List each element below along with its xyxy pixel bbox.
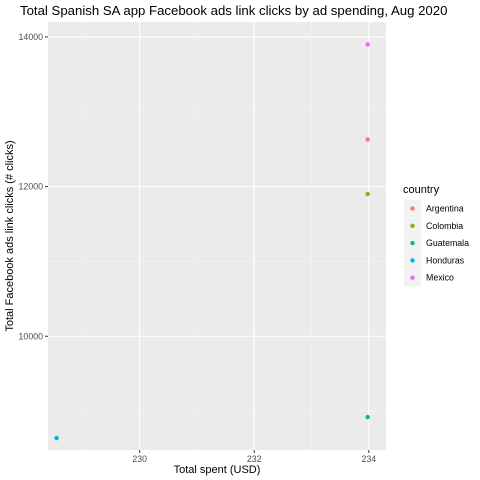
y-tick-label: 14000 bbox=[19, 32, 44, 42]
y-tick-label: 10000 bbox=[19, 331, 44, 341]
x-tick-label: 234 bbox=[361, 454, 376, 464]
y-tick-label: 12000 bbox=[19, 182, 44, 192]
x-axis-title: Total spent (USD) bbox=[174, 464, 261, 476]
legend-key-dot bbox=[410, 275, 415, 280]
x-axis-ticks: 230 232 234 bbox=[132, 450, 376, 464]
legend-item-guatemala: Guatemala bbox=[404, 234, 469, 252]
legend-key-dot bbox=[410, 206, 415, 211]
y-axis-ticks: 10000 12000 14000 bbox=[19, 32, 48, 341]
legend-label: Mexico bbox=[426, 273, 454, 283]
data-point-colombia bbox=[365, 191, 370, 197]
y-axis-title: Total Facebook ads link clicks (# clicks… bbox=[4, 140, 16, 331]
legend-label: Guatemala bbox=[426, 238, 469, 248]
legend-label: Honduras bbox=[426, 255, 465, 265]
legend-key-dot bbox=[410, 223, 415, 228]
legend-item-argentina: Argentina bbox=[404, 200, 464, 217]
data-point-honduras bbox=[54, 435, 59, 441]
minor-gridlines bbox=[48, 22, 386, 450]
legend-title: country bbox=[403, 184, 440, 196]
legend-item-mexico: Mexico bbox=[404, 269, 454, 287]
chart-title: Total Spanish SA app Facebook ads link c… bbox=[20, 3, 447, 18]
major-gridlines bbox=[48, 22, 386, 450]
legend-label: Colombia bbox=[426, 221, 463, 231]
legend-key-dot bbox=[410, 258, 415, 263]
x-tick-label: 230 bbox=[132, 454, 147, 464]
legend-item-colombia: Colombia bbox=[404, 217, 463, 235]
x-tick-label: 232 bbox=[247, 454, 262, 464]
legend-key-dot bbox=[410, 240, 415, 246]
legend: country Argentina Colombia Guatemala Hondur… bbox=[403, 184, 469, 287]
plot-panel bbox=[48, 22, 386, 450]
legend-label: Argentina bbox=[426, 204, 464, 214]
legend-item-honduras: Honduras bbox=[404, 251, 465, 269]
data-point-guatemala bbox=[365, 414, 370, 420]
data-point-mexico bbox=[365, 42, 370, 47]
data-point-argentina bbox=[365, 137, 370, 142]
data-points bbox=[54, 42, 370, 441]
